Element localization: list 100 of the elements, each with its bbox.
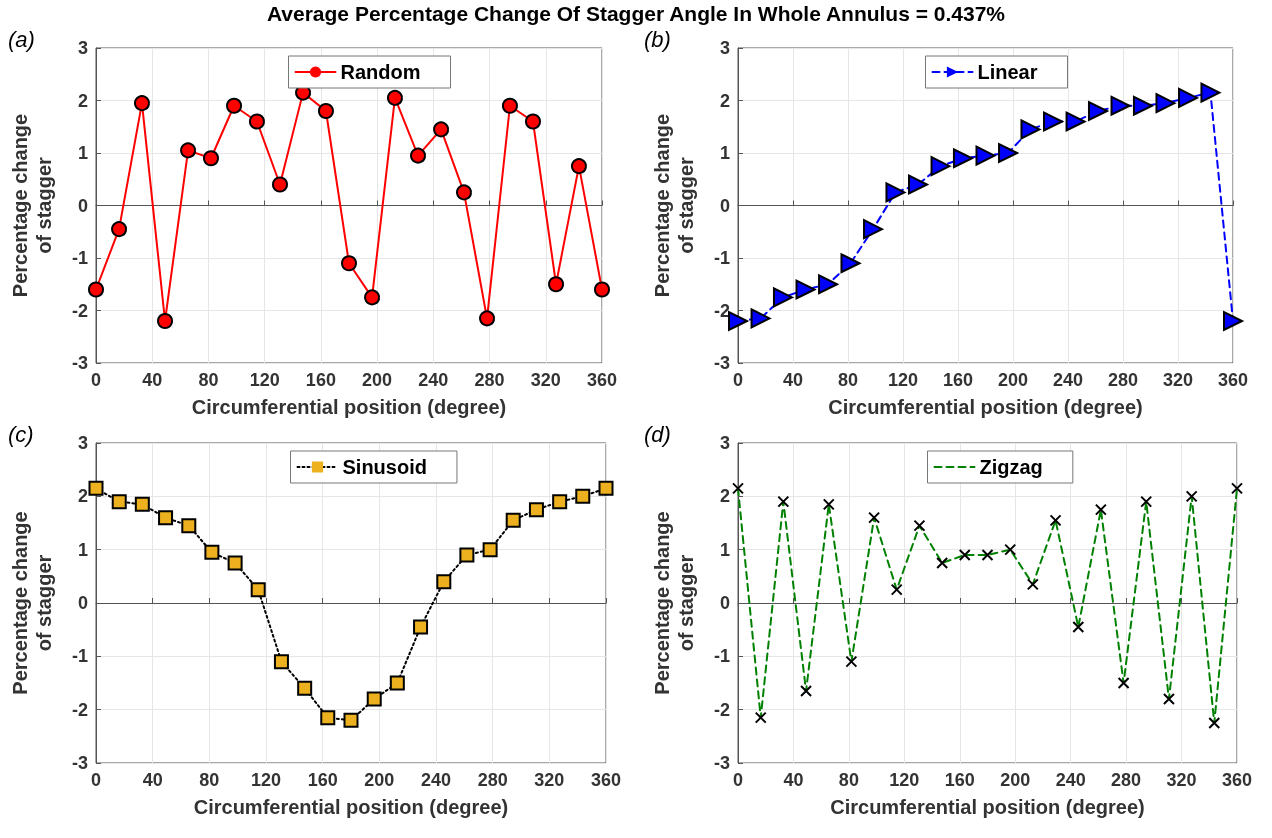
point	[840, 253, 861, 274]
y-tick-label: -2	[713, 300, 730, 321]
y-tick-label: 0	[77, 195, 88, 216]
y-tick-label: 1	[719, 539, 730, 560]
legend-label: Linear	[977, 61, 1038, 83]
chart-title: Average Percentage Change Of Stagger Angle In Whole Annulus = 0.437%	[265, 2, 1007, 26]
x-axis-title: Circumferential position (degree)	[191, 396, 507, 418]
point	[1178, 87, 1199, 108]
point	[1223, 311, 1243, 331]
point	[482, 542, 498, 558]
point	[795, 279, 816, 300]
y-tick-label: -3	[713, 353, 730, 373]
point	[297, 680, 313, 696]
point	[913, 519, 926, 532]
x-axis-title: Circumferential position (degree)	[193, 796, 509, 818]
text: (a)	[8, 26, 35, 52]
x-tick-label: 360	[1217, 370, 1249, 390]
x-axis-title: Circumferential position (degree)	[830, 796, 1145, 818]
point	[1065, 111, 1086, 132]
point	[505, 512, 521, 528]
y-tick-label: 2	[77, 90, 88, 111]
point	[952, 148, 973, 169]
x-tick-label: 360	[586, 370, 618, 390]
point	[410, 147, 427, 164]
point	[455, 184, 472, 201]
x-tick-label: 280	[474, 370, 505, 390]
x-tick-label: 320	[530, 370, 561, 390]
point	[273, 654, 289, 670]
point	[479, 310, 496, 327]
legend-label: Random	[340, 61, 421, 83]
point	[1132, 95, 1153, 116]
point	[1208, 717, 1221, 729]
x-tick-label: 120	[889, 770, 920, 790]
point	[750, 308, 771, 329]
point	[732, 482, 744, 495]
point	[1155, 93, 1176, 114]
point	[777, 495, 790, 508]
point	[930, 156, 951, 177]
point	[528, 502, 544, 518]
point	[868, 511, 881, 524]
x-tick-label: 280	[1111, 770, 1142, 790]
y-tick-label: 3	[719, 433, 730, 453]
point	[202, 150, 219, 167]
point	[1087, 101, 1108, 121]
y-tick-label: -1	[713, 248, 730, 268]
x-tick-label: 200	[997, 370, 1029, 390]
point	[570, 158, 587, 175]
text: (c)	[8, 421, 34, 447]
y-axis-title: Percentage change of stagger	[9, 113, 55, 298]
x-axis-title: Circumferential position (degree)	[828, 396, 1143, 418]
x-tick-label: 0	[732, 370, 744, 390]
point	[413, 619, 429, 635]
point	[885, 182, 906, 203]
point	[341, 255, 357, 272]
x-tick-label: 280	[1107, 370, 1139, 390]
x-tick-label: 120	[250, 770, 282, 790]
point	[863, 219, 884, 240]
x-tick-label: 360	[1221, 770, 1253, 790]
y-tick-label: 1	[77, 143, 88, 163]
x-tick-label: 200	[364, 770, 395, 790]
point	[134, 496, 150, 512]
x-tick-label: 80	[837, 370, 859, 390]
point	[1110, 95, 1131, 116]
y-tick-label: -2	[71, 300, 88, 321]
point	[548, 276, 565, 293]
point	[1004, 543, 1017, 556]
point	[364, 289, 381, 306]
y-tick-label: -2	[713, 699, 730, 720]
x-tick-label: 360	[590, 770, 622, 790]
point	[800, 685, 813, 697]
point	[981, 549, 994, 561]
x-tick-label: 320	[1166, 770, 1197, 790]
y-tick-label: 0	[719, 195, 730, 216]
x-tick-label: 200	[1000, 770, 1031, 790]
x-tick-label: 160	[305, 370, 336, 390]
point	[575, 488, 591, 504]
x-tick-label: 280	[477, 770, 508, 790]
x-tick-label: 40	[142, 370, 163, 390]
y-tick-label: 2	[77, 486, 88, 507]
point	[250, 582, 266, 598]
point	[552, 494, 568, 510]
x-tick-label: 40	[782, 370, 804, 390]
point	[1094, 503, 1107, 516]
point	[204, 544, 220, 560]
point	[728, 311, 748, 331]
text: (b)	[644, 26, 671, 52]
y-tick-label: 3	[77, 433, 88, 453]
point	[907, 174, 928, 195]
point	[343, 712, 359, 728]
x-tick-label: 120	[249, 370, 280, 390]
x-tick-label: 120	[887, 370, 919, 390]
point	[936, 557, 949, 569]
point	[180, 142, 197, 159]
x-tick-label: 0	[90, 770, 102, 790]
point	[320, 710, 336, 726]
point	[459, 547, 475, 563]
y-tick-label: 0	[77, 593, 88, 613]
y-tick-label: 2	[719, 486, 730, 507]
x-tick-label: 160	[944, 770, 975, 790]
y-axis-title: Percentage change of stagger	[651, 113, 697, 298]
